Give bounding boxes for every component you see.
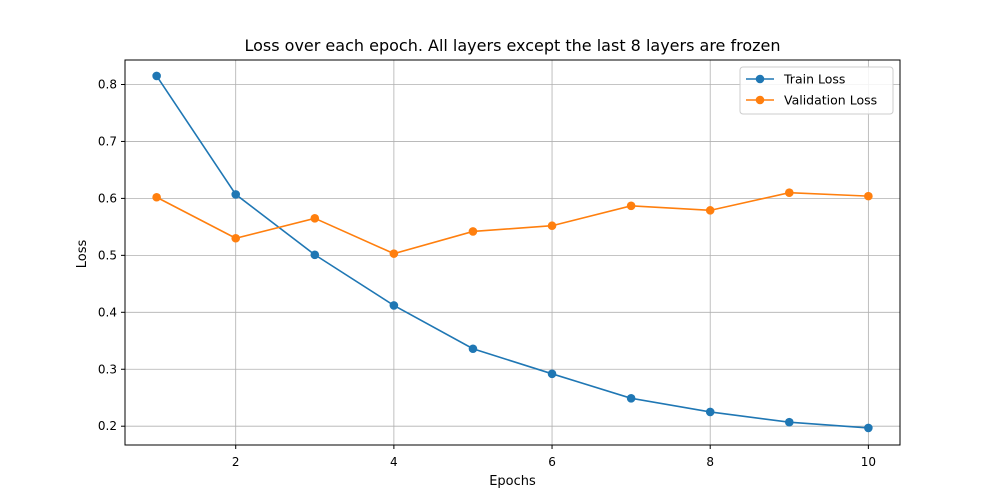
legend-box [739,66,894,115]
legend-label: Validation Loss [784,93,877,108]
series-line [155,75,869,429]
y-tick-label: 0.7 [98,134,117,148]
x-tick-label: 8 [706,455,714,469]
chart-title: Loss over each epoch. All layers except … [244,36,780,55]
y-tick-label: 0.6 [98,191,117,205]
data-point [389,249,399,258]
series-1 [152,71,873,433]
series-2 [152,188,873,258]
data-point [547,369,557,379]
data-point [310,214,320,223]
data-point [231,190,241,199]
data-point [705,206,715,215]
axis-ticks: 2 4 6 8 10 0.2 0.3 0.4 0.5 0.6 0.7 0.8 [98,77,876,469]
y-tick-label: 0.5 [98,248,117,262]
y-axis-label: Loss [75,240,90,269]
data-point [705,407,715,417]
data-point [864,191,873,201]
x-axis-label: Epochs [489,474,536,489]
legend-label: Train Loss [783,72,845,87]
legend-marker [755,95,765,105]
legend-item: Validation Loss [746,93,877,108]
x-tick-label: 4 [390,455,398,469]
data-point [784,417,794,427]
data-point [547,221,557,231]
grid-lines [125,60,900,445]
y-tick-label: 0.2 [98,419,117,433]
series-lines [152,71,873,433]
y-tick-label: 0.4 [98,305,117,319]
data-point [468,227,478,236]
plot-area-frame [124,59,901,446]
data-point [784,188,794,197]
legend: Train Loss Validation Loss [739,66,894,115]
x-tick-label: 6 [548,455,556,469]
data-point [152,192,161,202]
data-point [468,344,478,354]
data-point [310,250,320,260]
series-line [156,191,869,255]
y-tick-label: 0.8 [98,77,117,91]
data-point [389,301,399,310]
legend-item: Train Loss [746,72,845,87]
legend-marker [755,74,765,84]
data-point [864,423,873,433]
x-tick-label: 10 [861,455,876,469]
y-tick-label: 0.3 [98,362,117,376]
x-tick-label: 2 [232,455,240,469]
data-point [231,233,241,243]
data-point [626,393,636,403]
data-point [152,71,161,81]
data-point [626,201,636,211]
